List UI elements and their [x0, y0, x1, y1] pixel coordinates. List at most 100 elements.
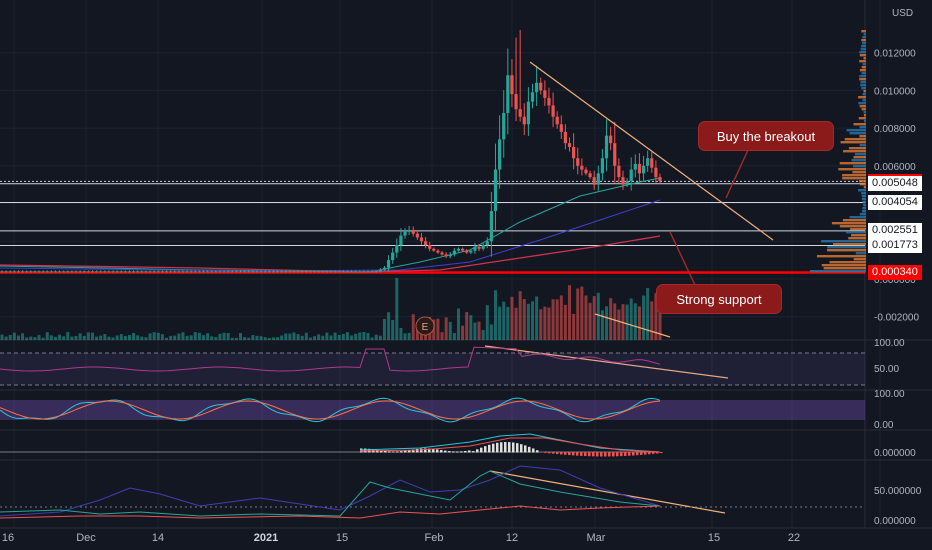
volume-bar — [189, 335, 193, 340]
volume-bar — [362, 332, 366, 340]
candle-body — [66, 271, 70, 273]
volume-bar — [325, 332, 329, 340]
candle-body — [617, 165, 621, 178]
volume-bar — [382, 318, 386, 340]
volume-bar — [448, 321, 452, 340]
candle-body — [4, 271, 8, 273]
volume-bar — [251, 335, 255, 340]
volume-profile-bar — [859, 105, 866, 108]
volume-bar — [646, 288, 650, 340]
volume-bar — [477, 321, 481, 340]
macd-histogram-bar — [656, 452, 659, 454]
volume-bar — [387, 312, 391, 340]
candle-body — [358, 271, 362, 273]
volume-bar — [580, 286, 584, 340]
volume-bar — [555, 299, 559, 340]
price-level-tag: 0.002551 — [868, 223, 922, 239]
volume-bar — [456, 308, 460, 340]
volume-trendline — [594, 313, 671, 338]
candle-body — [90, 271, 95, 273]
volume-bar — [202, 335, 206, 340]
stochastic-tick: 0.00 — [874, 420, 894, 431]
volume-profile-bar — [839, 162, 866, 165]
candle-body — [609, 135, 613, 144]
volume-bar — [415, 324, 419, 340]
volume-bar — [366, 333, 370, 340]
macd-histogram-bar — [476, 449, 479, 453]
macd-histogram-bar — [444, 450, 447, 453]
volume-profile-bar — [853, 156, 866, 159]
volume-profile-bar — [861, 87, 866, 90]
candle-body — [173, 271, 177, 273]
volume-profile-bar — [848, 147, 866, 150]
time-axis-tick: Mar — [587, 532, 606, 544]
volume-bar — [123, 336, 127, 340]
candle-body — [423, 241, 428, 246]
macd-histogram-bar — [648, 452, 651, 455]
volume-bar — [559, 295, 563, 340]
candle-body — [308, 271, 313, 273]
candle-body — [551, 105, 555, 117]
volume-profile-bar — [859, 78, 866, 81]
volume-bar — [321, 335, 325, 340]
stochastic-tick: 100.00 — [874, 389, 905, 400]
strong-support-callout: Strong support — [657, 285, 781, 313]
volume-bar — [185, 335, 189, 340]
candle-body — [391, 252, 395, 261]
volume-bar — [592, 296, 596, 340]
volume-bar — [119, 334, 123, 340]
volume-profile-bar — [853, 123, 866, 126]
volume-profile-bar — [821, 264, 866, 267]
candle-body — [94, 271, 99, 273]
macd-histogram-bar — [396, 451, 399, 453]
macd-histogram-bar — [416, 448, 419, 453]
candle-body — [144, 271, 148, 273]
volume-bar — [82, 335, 86, 340]
macd-histogram-bar — [628, 452, 631, 456]
candle-body — [543, 90, 547, 98]
candle-body — [45, 271, 49, 273]
candle-body — [506, 75, 510, 113]
macd-histogram-bar — [636, 452, 639, 456]
volume-bar — [259, 336, 263, 340]
time-axis: 16 Dec 14 2021 15 Feb 12 Mar 15 22 — [2, 532, 800, 544]
volume-profile-bar — [849, 216, 866, 219]
macd-histogram-bar — [592, 452, 595, 457]
candle-body — [498, 139, 502, 170]
volume-bar — [165, 337, 168, 340]
volume-profile-bar — [861, 192, 866, 195]
volume-bar — [66, 332, 70, 340]
oscillator-tick: 50.00 — [874, 364, 899, 375]
volume-bar — [502, 301, 506, 340]
volume-profile-bar — [861, 72, 866, 75]
volume-profile-bar — [858, 189, 866, 192]
volume-bar — [658, 310, 662, 340]
macd-histogram-bar — [440, 450, 443, 453]
volume-profile-bar — [842, 177, 866, 180]
candle-body — [201, 271, 206, 273]
volume-bar — [12, 332, 16, 340]
volume-profile-bar — [859, 135, 866, 138]
volume-bar — [45, 332, 49, 340]
volume-bar — [210, 336, 214, 340]
volume-bar — [33, 337, 37, 340]
candle-body — [452, 250, 456, 255]
macd-histogram-bar — [400, 451, 403, 453]
volume-profile-bar — [839, 225, 866, 228]
volume-bar — [288, 333, 292, 340]
candle-body — [25, 271, 29, 273]
volume-profile-bar — [863, 120, 866, 123]
volume-profile-bar — [859, 75, 866, 78]
candle-body — [477, 246, 481, 249]
volume-bar — [247, 337, 251, 340]
candle-body — [251, 271, 255, 273]
volume-bar — [329, 335, 333, 340]
volume-bar — [572, 313, 576, 340]
volume-bar — [0, 334, 4, 340]
candle-body — [78, 271, 82, 273]
volume-profile-bar — [851, 234, 866, 237]
volume-profile-bar — [859, 213, 866, 216]
candle-body — [169, 271, 173, 273]
candle-body — [29, 271, 33, 273]
